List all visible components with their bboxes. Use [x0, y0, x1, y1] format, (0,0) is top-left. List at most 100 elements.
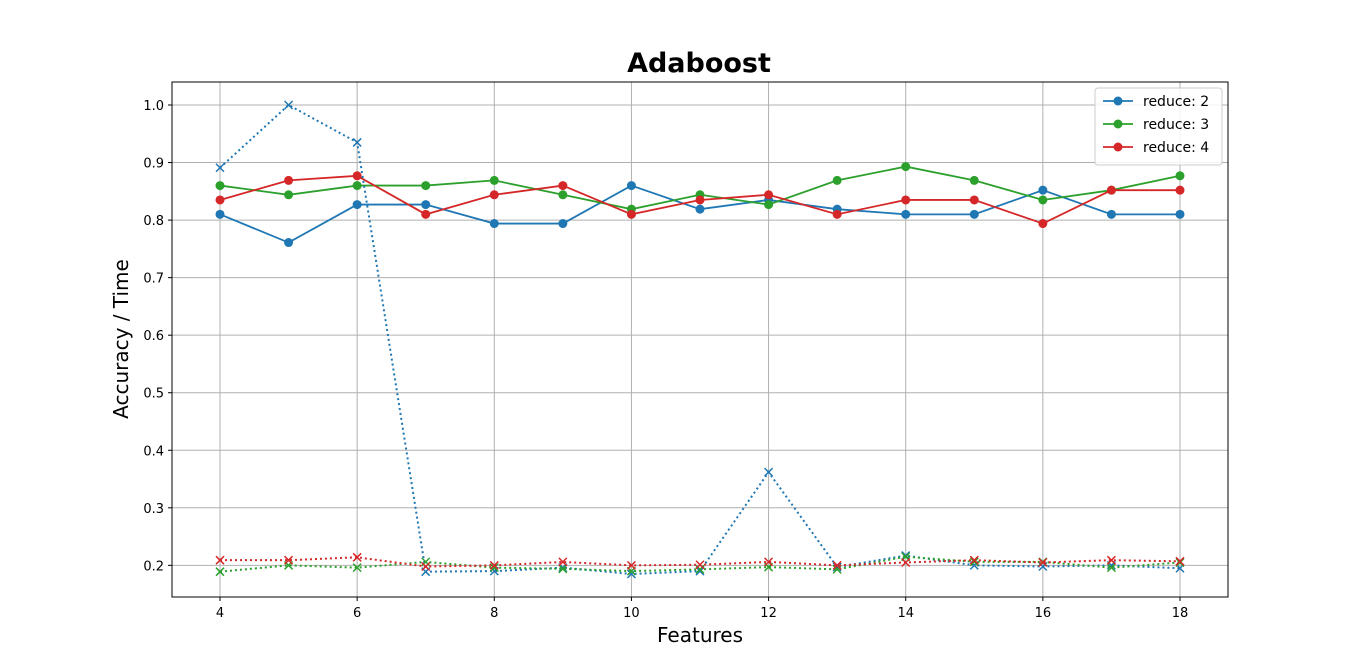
x-tick-label: 6: [353, 606, 361, 621]
legend-marker: [1113, 142, 1123, 152]
data-point-x: [215, 555, 225, 565]
data-point: [832, 175, 842, 185]
legend: reduce: 2 reduce: 3 reduce: 4: [1094, 87, 1223, 166]
y-tick-label: 0.8: [143, 214, 164, 229]
data-point-x: [558, 564, 568, 574]
data-point: [626, 209, 636, 219]
chart-title: Adaboost: [627, 48, 771, 79]
data-point: [421, 209, 431, 219]
data-point: [215, 181, 225, 191]
data-point-x: [352, 552, 362, 562]
y-tick-label: 0.7: [143, 272, 164, 287]
data-point: [764, 190, 774, 200]
data-point-x: [558, 557, 568, 567]
data-point: [969, 175, 979, 185]
legend-label: reduce: 3: [1143, 117, 1209, 133]
data-point-x: [1106, 563, 1116, 573]
y-tick-label: 0.5: [143, 387, 164, 402]
data-point-x: [969, 555, 979, 565]
data-point: [489, 219, 499, 229]
series-layer: [215, 100, 1185, 579]
data-point-x: [489, 563, 499, 573]
legend-marker: [1113, 96, 1123, 106]
data-point: [695, 195, 705, 205]
data-point-x: [215, 163, 225, 173]
data-point: [1038, 195, 1048, 205]
x-tick-label: 12: [760, 606, 777, 621]
data-point: [489, 190, 499, 200]
data-point-x: [421, 561, 431, 572]
data-point: [969, 209, 979, 219]
grid-lines: [172, 82, 1228, 597]
y-tick-label: 0.6: [143, 329, 164, 344]
data-point-x: [764, 467, 774, 477]
data-point-x: [832, 560, 842, 570]
data-point: [558, 190, 568, 200]
data-point-x: [626, 569, 636, 579]
y-axis-label: Accuracy / Time: [109, 259, 133, 419]
y-tick-label: 0.9: [143, 157, 164, 172]
data-point: [901, 162, 911, 172]
x-tick-label: 14: [897, 606, 914, 621]
data-point-x: [1175, 557, 1185, 568]
data-point: [558, 219, 568, 229]
series-line: [219, 103, 1181, 575]
data-point: [284, 190, 294, 200]
data-point: [901, 195, 911, 205]
data-point-x: [832, 564, 842, 574]
x-tick-label: 10: [623, 606, 640, 621]
x-axis-label: Features: [657, 623, 743, 647]
data-point: [1175, 185, 1185, 195]
y-tick-label: 1.0: [143, 99, 164, 114]
data-point-x: [626, 560, 636, 570]
data-point-x: [695, 560, 705, 570]
data-point: [1038, 185, 1048, 195]
data-point: [558, 181, 568, 191]
data-point: [352, 171, 362, 181]
legend-marker: [1113, 119, 1123, 129]
data-point: [1175, 209, 1185, 219]
data-point: [1106, 185, 1116, 195]
data-point-x: [284, 555, 294, 565]
x-tick-label: 16: [1035, 606, 1052, 621]
data-point: [352, 200, 362, 210]
data-point: [421, 200, 431, 210]
data-point: [352, 181, 362, 191]
data-point: [421, 181, 431, 191]
data-point-x: [284, 100, 294, 110]
data-point: [215, 209, 225, 219]
y-tick-label: 0.2: [143, 559, 164, 574]
legend-box: [1094, 87, 1223, 166]
data-point: [695, 204, 705, 214]
data-point-x: [489, 560, 499, 570]
data-point-x: [901, 557, 911, 568]
data-point: [626, 181, 636, 191]
data-point-x: [1106, 555, 1116, 565]
x-axis-ticks: 4 6 8 10 12 14 16 18: [216, 597, 1188, 621]
data-point-x: [352, 137, 362, 147]
data-point-x: [215, 567, 225, 577]
data-point: [969, 195, 979, 205]
plot-frame: [171, 81, 1229, 598]
data-point-x: [969, 557, 979, 567]
data-point: [764, 200, 774, 210]
data-point: [284, 238, 294, 248]
legend-label: reduce: 4: [1143, 140, 1209, 156]
x-tick-label: 18: [1172, 606, 1189, 621]
data-point-x: [352, 563, 362, 573]
data-point-x: [1175, 556, 1185, 566]
data-point-x: [901, 551, 911, 561]
y-tick-label: 0.4: [143, 444, 164, 459]
legend-label: reduce: 2: [1143, 94, 1209, 110]
y-axis-ticks: 0.2 0.3 0.4 0.5 0.6 0.7 0.8 0.9 1.0: [143, 99, 172, 574]
x-tick-label: 4: [216, 606, 224, 621]
data-point: [284, 175, 294, 185]
data-point-x: [1038, 557, 1048, 568]
data-point: [1175, 171, 1185, 181]
data-point: [215, 195, 225, 205]
data-point: [1038, 219, 1048, 229]
data-point: [489, 175, 499, 185]
data-point: [832, 209, 842, 219]
data-point-x: [764, 557, 774, 567]
